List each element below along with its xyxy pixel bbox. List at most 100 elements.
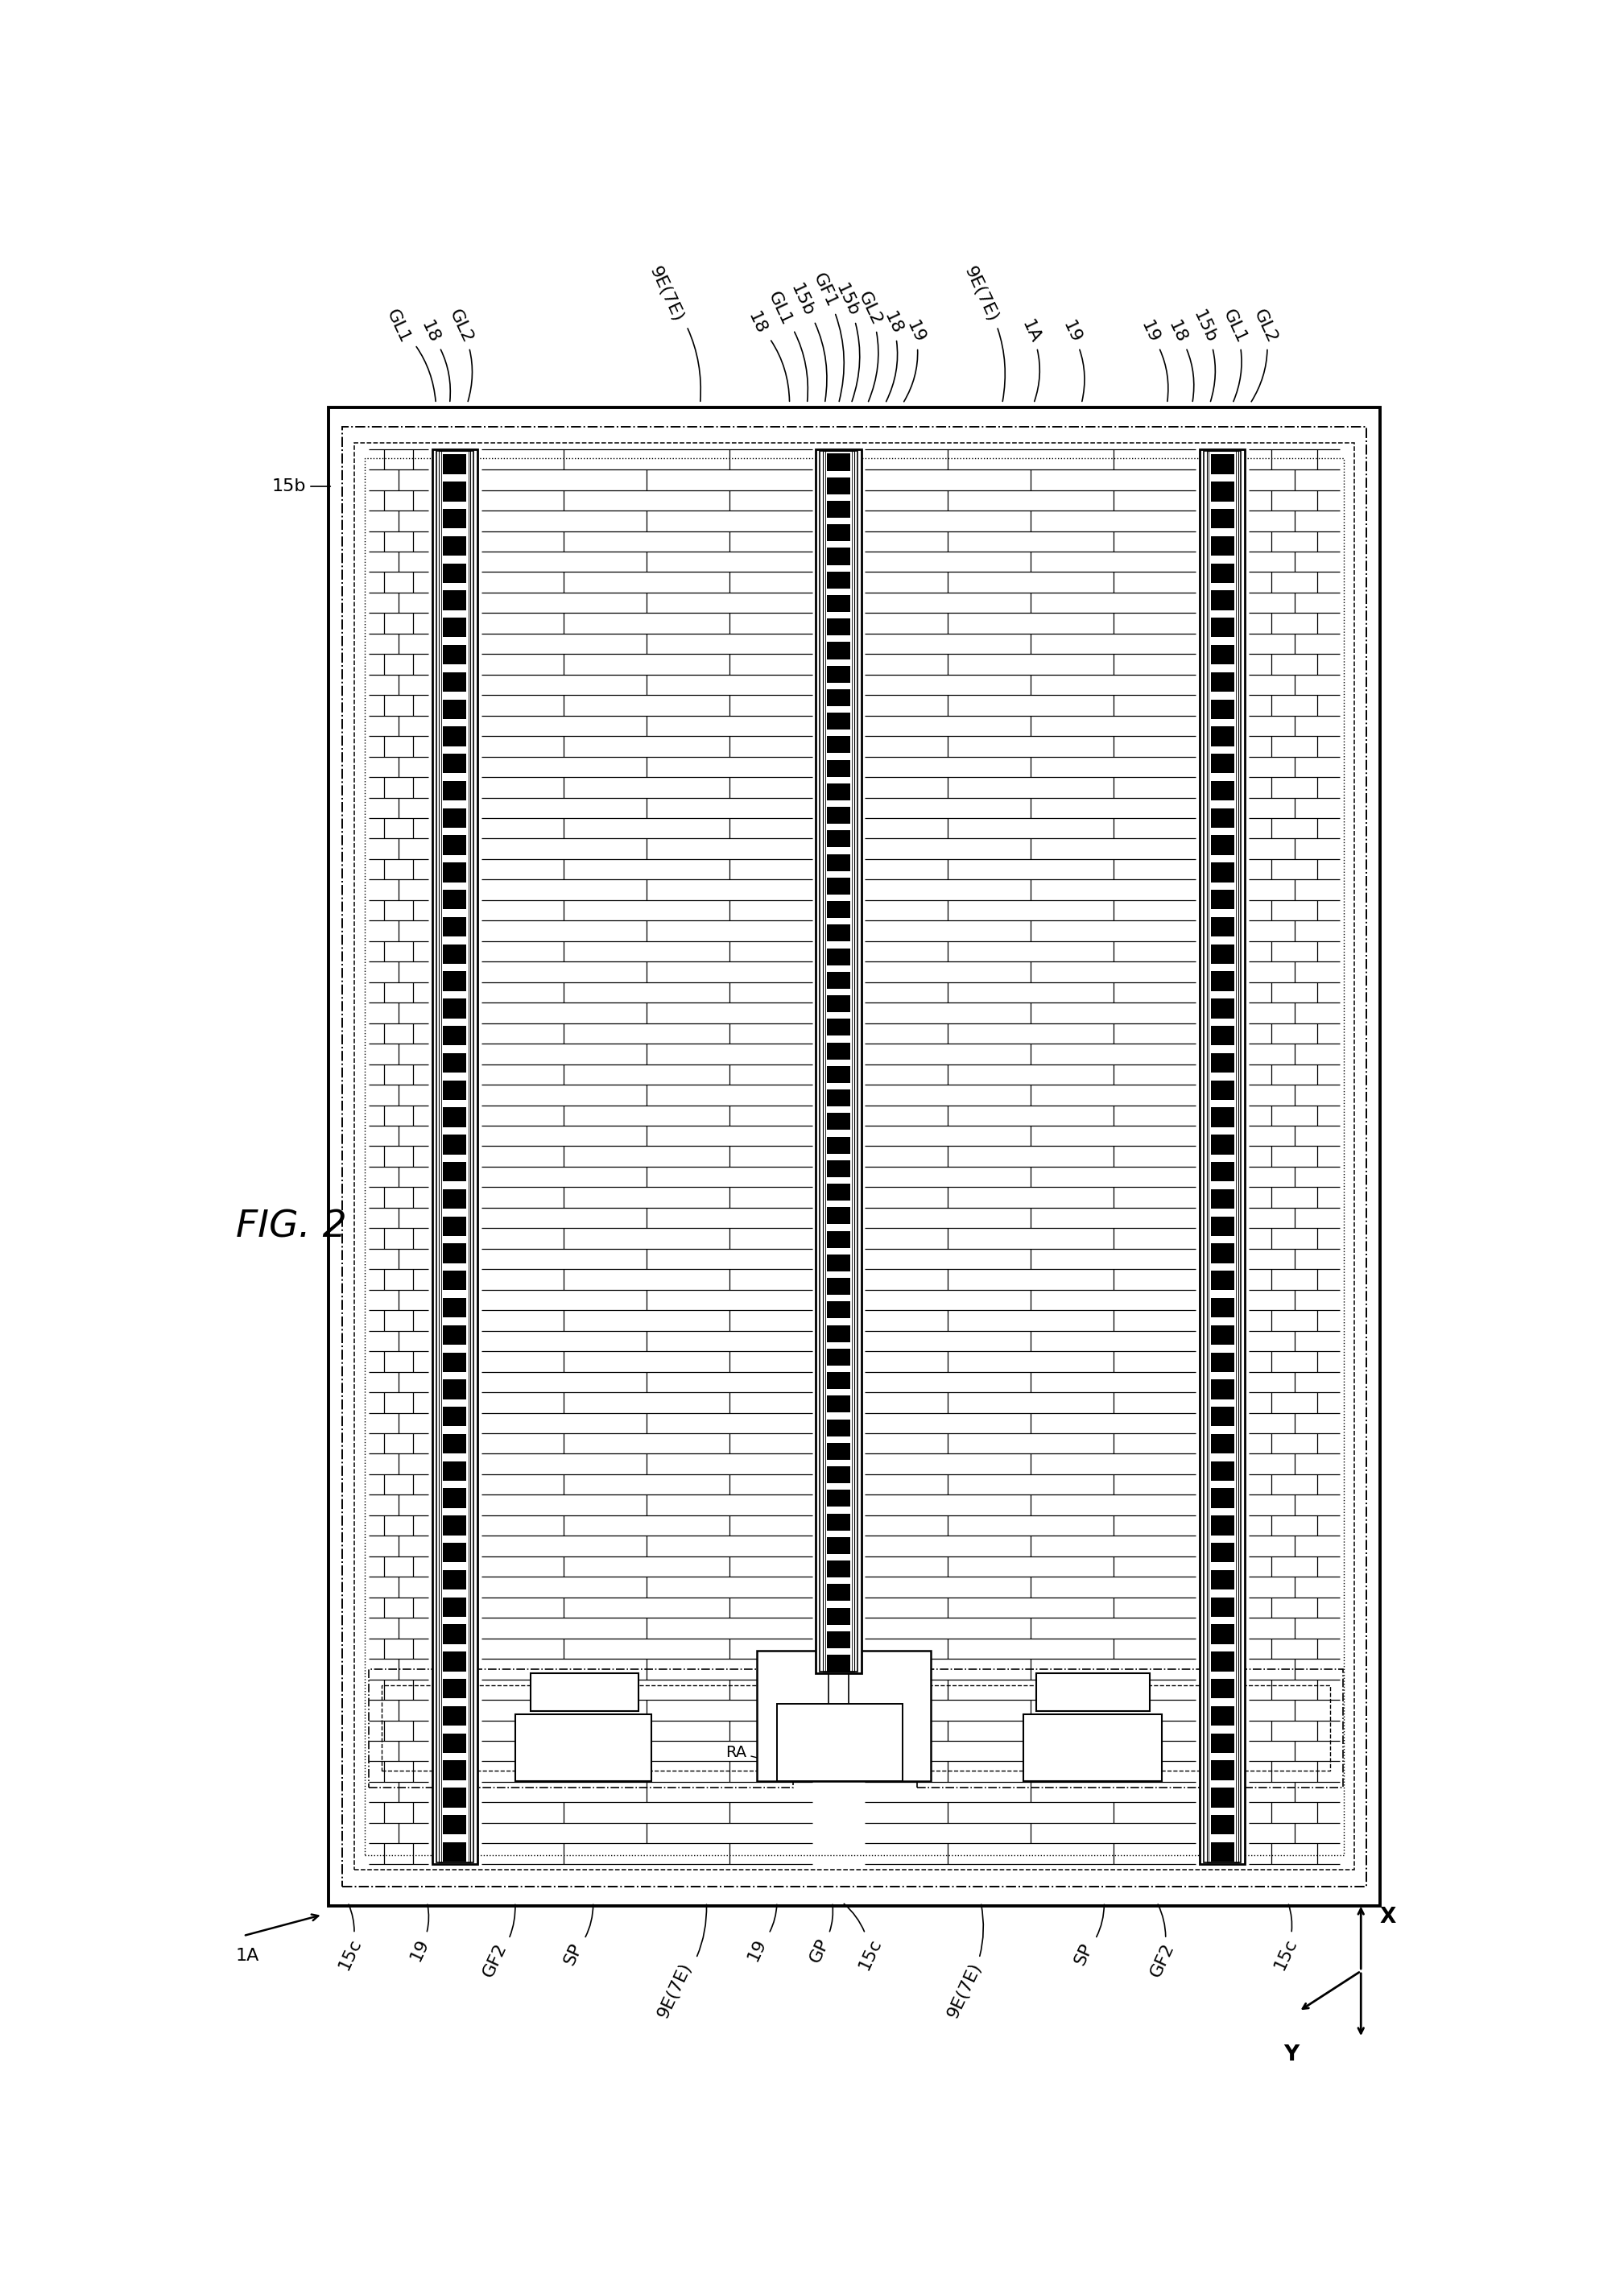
Bar xyxy=(443,891,466,909)
Bar xyxy=(1210,1651,1234,1672)
Bar xyxy=(442,451,468,1862)
Bar xyxy=(443,563,466,584)
Bar xyxy=(827,1230,851,1248)
Bar xyxy=(443,1026,466,1047)
Bar xyxy=(827,1255,851,1271)
Bar xyxy=(827,1656,851,1672)
Bar xyxy=(443,1108,466,1127)
Text: GL2: GL2 xyxy=(856,289,885,401)
Bar xyxy=(443,1134,466,1154)
Bar xyxy=(1210,726,1234,747)
Text: 19: 19 xyxy=(1059,318,1085,401)
Bar xyxy=(443,1624,466,1644)
Bar xyxy=(443,536,466,556)
Bar xyxy=(827,618,851,637)
Bar xyxy=(443,863,466,882)
Bar xyxy=(1210,998,1234,1019)
Bar xyxy=(443,1734,466,1752)
Text: 15c: 15c xyxy=(336,1905,364,1972)
Bar xyxy=(827,547,851,566)
Bar xyxy=(827,1514,851,1530)
Text: GL1: GL1 xyxy=(1220,307,1250,401)
Bar xyxy=(827,1559,851,1578)
Bar xyxy=(827,1585,851,1601)
Bar xyxy=(827,1278,851,1294)
Bar xyxy=(369,1669,794,1788)
Bar xyxy=(827,1491,851,1507)
Bar xyxy=(1210,1706,1234,1727)
Bar xyxy=(827,1537,851,1555)
Bar xyxy=(918,1669,1343,1788)
Bar xyxy=(1210,1053,1234,1072)
Bar xyxy=(443,1543,466,1562)
Text: 1A: 1A xyxy=(235,1949,260,1965)
Bar xyxy=(827,1207,851,1225)
Bar xyxy=(827,948,851,964)
Bar xyxy=(827,925,851,941)
Bar xyxy=(443,591,466,609)
Bar xyxy=(827,1630,851,1649)
Text: GL2: GL2 xyxy=(1250,307,1280,401)
Bar xyxy=(757,1651,931,1782)
Bar xyxy=(365,458,1345,1855)
Text: 15c: 15c xyxy=(1272,1905,1299,1972)
Text: GL1: GL1 xyxy=(383,307,435,401)
Bar xyxy=(827,902,851,918)
Bar xyxy=(443,1434,466,1454)
Bar xyxy=(1210,618,1234,637)
Text: 15b: 15b xyxy=(271,479,330,495)
Text: 9E(7E): 9E(7E) xyxy=(945,1905,984,2022)
Bar xyxy=(827,595,851,611)
Bar xyxy=(1210,536,1234,556)
Bar xyxy=(1210,1788,1234,1807)
Bar xyxy=(1210,1571,1234,1589)
Text: GF2: GF2 xyxy=(1147,1905,1177,1981)
Bar xyxy=(443,1161,466,1182)
Bar xyxy=(443,1243,466,1264)
Bar xyxy=(1203,451,1241,1862)
Bar xyxy=(443,726,466,747)
Bar xyxy=(1210,453,1234,474)
Bar xyxy=(827,524,851,540)
Bar xyxy=(823,451,854,1672)
Bar xyxy=(443,1788,466,1807)
Bar xyxy=(1208,451,1236,1862)
Bar xyxy=(1210,673,1234,692)
Text: Y: Y xyxy=(1285,2045,1299,2066)
Bar xyxy=(815,449,861,1674)
Bar xyxy=(827,1184,851,1200)
Bar xyxy=(443,971,466,992)
Bar xyxy=(931,1685,1330,1770)
Bar xyxy=(1210,1353,1234,1372)
Bar xyxy=(827,1161,851,1177)
Bar xyxy=(443,1679,466,1699)
Bar xyxy=(443,698,466,719)
Bar xyxy=(1210,753,1234,774)
Bar xyxy=(1210,481,1234,502)
Text: 18: 18 xyxy=(417,318,450,401)
Bar xyxy=(1210,1379,1234,1399)
Bar xyxy=(1210,698,1234,719)
Bar xyxy=(827,1019,851,1035)
Bar xyxy=(827,1608,851,1624)
Bar xyxy=(443,1353,466,1372)
Bar xyxy=(438,451,471,1862)
Bar xyxy=(443,618,466,637)
Bar xyxy=(443,1298,466,1317)
Bar xyxy=(1210,836,1234,854)
Bar xyxy=(1210,1081,1234,1099)
Bar xyxy=(827,1466,851,1484)
Bar xyxy=(1210,1434,1234,1454)
Bar xyxy=(443,836,466,854)
Bar xyxy=(827,1326,851,1342)
Bar xyxy=(1207,451,1239,1862)
Text: 18: 18 xyxy=(745,309,789,401)
Bar xyxy=(443,508,466,529)
Bar xyxy=(1210,508,1234,529)
Bar xyxy=(1210,1679,1234,1699)
Bar xyxy=(827,877,851,895)
Text: FIG. 2: FIG. 2 xyxy=(235,1209,346,1246)
Bar xyxy=(827,1042,851,1060)
Text: SP: SP xyxy=(560,1905,593,1967)
Bar xyxy=(1210,1461,1234,1482)
